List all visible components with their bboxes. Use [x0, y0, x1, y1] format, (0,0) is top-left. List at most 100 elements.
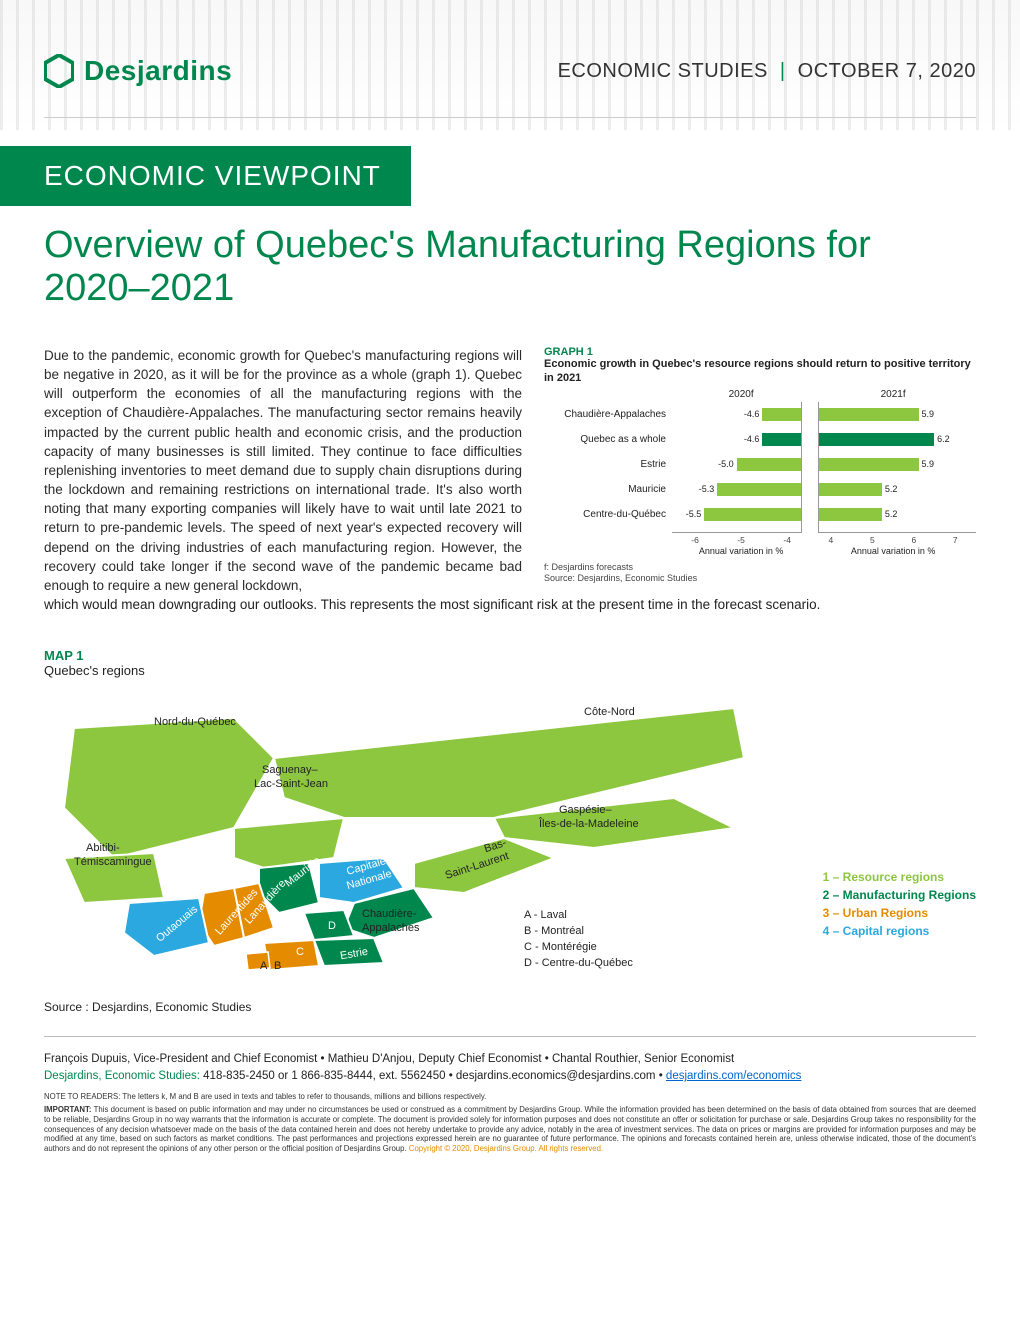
- map-region-label: D: [328, 920, 336, 932]
- graph-row-label: Quebec as a whole: [544, 427, 666, 452]
- graph-row-label: Centre-du-Québec: [544, 502, 666, 527]
- bar-2020: [737, 458, 802, 471]
- bar-2020: [762, 433, 801, 446]
- publication-line: ECONOMIC STUDIES | OCTOBER 7, 2020: [558, 60, 976, 83]
- bar-2020: [717, 483, 801, 496]
- city-item: A - Laval: [524, 908, 633, 924]
- fineprint: NOTE TO READERS: The letters k, M and B …: [44, 1092, 976, 1153]
- bar-2021-value: 5.2: [885, 509, 898, 519]
- body-paragraph: Due to the pandemic, economic growth for…: [44, 346, 522, 595]
- separator: |: [780, 60, 786, 82]
- bar-2021: [819, 458, 918, 471]
- bar-2020-value: -5.5: [686, 509, 702, 519]
- map-region-label: Appalaches: [362, 922, 420, 934]
- tick: 6: [893, 535, 934, 545]
- axis-label-2021: Annual variation in %: [810, 546, 976, 556]
- hexagon-icon: [44, 54, 74, 88]
- brand-logo: Desjardins: [44, 54, 232, 88]
- contact-link[interactable]: desjardins.com/economics: [666, 1070, 802, 1082]
- map-region-label: Abitibi-: [86, 842, 120, 854]
- axis-2021: 4567: [810, 535, 976, 545]
- page-title: Overview of Quebec's Manufacturing Regio…: [0, 206, 1020, 320]
- header-backdrop: Desjardins ECONOMIC STUDIES | OCTOBER 7,…: [0, 0, 1020, 130]
- bar-2021-value: 5.2: [885, 484, 898, 494]
- city-item: C - Montérégie: [524, 940, 633, 956]
- quebec-map-icon: [34, 688, 754, 988]
- bar-2021: [819, 483, 882, 496]
- graph-1: GRAPH 1 Economic growth in Quebec's reso…: [544, 346, 976, 595]
- pub-date: OCTOBER 7, 2020: [798, 60, 976, 82]
- map-label: MAP 1: [44, 648, 976, 663]
- tick: 7: [935, 535, 976, 545]
- pub-category: ECONOMIC STUDIES: [558, 60, 768, 82]
- city-item: D - Centre-du-Québec: [524, 956, 633, 972]
- map-region-label: Chaudière-: [362, 908, 416, 920]
- bar-2021-value: 5.9: [922, 409, 935, 419]
- bar-2021: [819, 408, 918, 421]
- tick: -4: [764, 535, 810, 545]
- footnote-source: Source: Desjardins, Economic Studies: [544, 573, 976, 585]
- map-region-label: Témiscamingue: [74, 856, 152, 868]
- bar-2020-value: -5.0: [718, 459, 734, 469]
- bar-2021-value: 6.2: [937, 434, 950, 444]
- bar-2020-value: -4.6: [744, 434, 760, 444]
- chart-2020: -4.6 -4.6 -5.0 -5.3 -5.5: [672, 402, 802, 533]
- legend-item: 1 – Resource regions: [823, 868, 976, 886]
- map-region-label: Lac-Saint-Jean: [254, 778, 328, 790]
- legend-item: 3 – Urban Regions: [823, 904, 976, 922]
- bar-2020-value: -4.6: [744, 409, 760, 419]
- bar-2020: [704, 508, 801, 521]
- note-readers: NOTE TO READERS: The letters k, M and B …: [44, 1092, 976, 1102]
- map-region-label: Côte-Nord: [584, 706, 635, 718]
- copyright: Copyright © 2020, Desjardins Group. All …: [409, 1144, 603, 1153]
- map-title-text: Quebec's regions: [44, 663, 976, 678]
- map-region-label: Gaspésie–: [559, 804, 612, 816]
- city-item: B - Montréal: [524, 924, 633, 940]
- tick: -5: [718, 535, 764, 545]
- map-region-label: A: [260, 960, 267, 972]
- graph-col-2021: 2021f: [810, 389, 976, 400]
- map-region-label: B: [274, 960, 281, 972]
- tick: -6: [672, 535, 718, 545]
- map-source: Source : Desjardins, Economic Studies: [44, 1000, 976, 1014]
- map-region-label: C: [296, 946, 304, 958]
- contact-org: Desjardins, Economic Studies:: [44, 1070, 200, 1082]
- axis-label-2020: Annual variation in %: [672, 546, 810, 556]
- legend-item: 2 – Manufacturing Regions: [823, 886, 976, 904]
- footer: François Dupuis, Vice-President and Chie…: [44, 1036, 976, 1154]
- header-rule: [44, 117, 976, 118]
- graph-row-labels: Chaudière-AppalachesQuebec as a wholeEst…: [544, 389, 672, 556]
- map-city-list: A - LavalB - MontréalC - MontérégieD - C…: [524, 908, 633, 972]
- bar-2020-value: -5.3: [699, 484, 715, 494]
- map-container: Nord-du-Québec Côte-Nord Saguenay– Lac-Sain…: [44, 688, 976, 998]
- section-badge: ECONOMIC VIEWPOINT: [0, 146, 411, 206]
- bar-2021: [819, 508, 882, 521]
- graph-col-2020: 2020f: [672, 389, 810, 400]
- map-region-label: Saguenay–: [262, 764, 318, 776]
- graph-label: GRAPH 1: [544, 346, 976, 358]
- map-legend: 1 – Resource regions2 – Manufacturing Re…: [823, 868, 976, 940]
- tick: 5: [852, 535, 893, 545]
- bar-2020: [762, 408, 801, 421]
- footnote-forecast: f: Desjardins forecasts: [544, 562, 976, 574]
- body-continuation: which would mean downgrading our outlook…: [0, 595, 1020, 614]
- contact-line: Desjardins, Economic Studies: 418-835-24…: [44, 1070, 976, 1082]
- graph-footnote: f: Desjardins forecasts Source: Desjardi…: [544, 562, 976, 585]
- graph-row-label: Estrie: [544, 452, 666, 477]
- map-region-label: Nord-du-Québec: [154, 716, 236, 728]
- important-label: IMPORTANT:: [44, 1105, 92, 1114]
- bar-2021: [819, 433, 934, 446]
- axis-2020: -6-5-4: [672, 535, 810, 545]
- map-section: MAP 1 Quebec's regions: [0, 614, 1020, 1024]
- map-region-label: Îles-de-la-Madeleine: [539, 818, 639, 830]
- tick: 4: [810, 535, 851, 545]
- contact-rest: 418-835-2450 or 1 866-835-8444, ext. 556…: [200, 1070, 666, 1082]
- graph-row-label: Chaudière-Appalaches: [544, 402, 666, 427]
- authors-line: François Dupuis, Vice-President and Chie…: [44, 1051, 976, 1068]
- graph-row-label: Mauricie: [544, 477, 666, 502]
- bar-2021-value: 5.9: [922, 459, 935, 469]
- graph-title-text: Economic growth in Quebec's resource reg…: [544, 358, 976, 386]
- legend-item: 4 – Capital regions: [823, 922, 976, 940]
- brand-name: Desjardins: [84, 55, 232, 87]
- chart-2021: 5.9 6.2 5.9 5.2 5.2: [818, 402, 976, 533]
